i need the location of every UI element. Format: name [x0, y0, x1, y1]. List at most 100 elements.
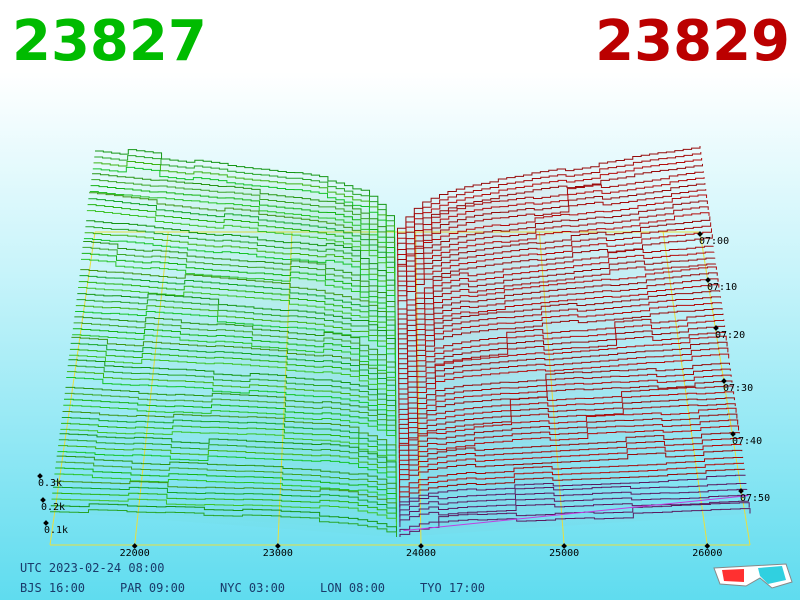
ask-layer [399, 438, 741, 478]
bid-layer [82, 246, 396, 320]
ask-layer [397, 157, 703, 246]
bid-layer [86, 210, 396, 291]
ask-layer [398, 425, 740, 468]
bid-layer [90, 185, 396, 266]
ask-layer [397, 183, 706, 266]
time-label: 07:10 [707, 282, 737, 293]
ask-layer [397, 290, 721, 355]
price-label: 26000 [692, 548, 722, 559]
ask-layer [398, 391, 735, 439]
bid-layer [63, 404, 397, 449]
zone-time: NYC 03:00 [220, 581, 285, 595]
ask-layer [397, 152, 702, 241]
bid-layer [88, 198, 396, 281]
bid-layer [68, 359, 397, 414]
floor-price-line [538, 231, 565, 546]
ask-layer [398, 353, 730, 409]
bid-layer [57, 451, 397, 488]
bid-layer [92, 173, 396, 256]
marker [721, 378, 727, 384]
ask-layer [397, 163, 703, 251]
bid-layer [91, 179, 396, 261]
zone-time: TYO 17:00 [420, 581, 485, 595]
ask-layer [399, 474, 746, 508]
price-label: 22000 [120, 548, 150, 559]
bid-layer [85, 226, 396, 301]
bid-layer [89, 192, 396, 276]
bid-layer [93, 160, 396, 246]
bid-layer [55, 461, 397, 498]
ask-layer [398, 296, 721, 360]
marker [131, 543, 138, 549]
bid-layer [80, 269, 396, 335]
depth-layers [50, 146, 751, 537]
ask-layer [398, 325, 726, 385]
ask-layer [397, 212, 710, 291]
ask-layer [397, 257, 716, 325]
ask-layer [398, 374, 732, 424]
ask-layer [399, 500, 749, 528]
bid-layer [61, 416, 397, 459]
marker [704, 543, 711, 549]
bid-layer [64, 398, 397, 444]
ask-layer [398, 413, 738, 459]
bid-layer [72, 328, 396, 385]
time-label: 07:50 [740, 493, 770, 504]
bid-layer [89, 191, 396, 271]
ask-layer [398, 362, 731, 414]
time-label: 07:00 [699, 236, 729, 247]
bid-price: 23827 [12, 9, 207, 74]
ask-layer [398, 403, 736, 449]
ask-layer [399, 494, 749, 523]
ask-layer [398, 385, 734, 434]
ask-layer [397, 272, 718, 340]
ask-layer [397, 234, 713, 311]
bid-layer [72, 334, 397, 389]
bid-layer [66, 377, 397, 429]
ask-layer [398, 380, 733, 429]
ask-layer [397, 278, 719, 345]
floor-price-line [134, 231, 169, 546]
marker [697, 231, 703, 237]
bid-layer [52, 492, 397, 523]
bid-layer [83, 238, 396, 311]
bid-layer [69, 348, 397, 404]
ask-layer [398, 302, 722, 365]
ask-layer [398, 407, 737, 454]
bid-layer [54, 473, 397, 508]
bid-layer [78, 281, 396, 345]
bid-layer [66, 371, 397, 424]
ask-layer [399, 456, 744, 493]
marker [275, 543, 281, 549]
marker [418, 543, 424, 549]
price-label: 24000 [406, 548, 436, 559]
time-label: 07:20 [715, 330, 745, 341]
ask-layer [397, 228, 712, 306]
ask-layer [398, 319, 725, 380]
bid-layer [92, 166, 396, 251]
zone-time: PAR 09:00 [120, 581, 185, 595]
ask-layer [397, 206, 709, 286]
bid-layer [50, 503, 397, 533]
bid-layer [80, 258, 396, 330]
time-label: 07:40 [732, 436, 762, 447]
bid-layer [87, 204, 396, 286]
ask-layer [398, 419, 739, 463]
ask-layer [399, 482, 747, 513]
bid-layer [73, 322, 396, 380]
ask-layer [398, 397, 735, 444]
ask-layer [397, 284, 720, 350]
utc-time: UTC 2023-02-24 08:00 [20, 561, 165, 575]
marker [561, 543, 567, 549]
bid-layer [65, 386, 397, 434]
ask-layer [398, 432, 740, 473]
bid-layer [79, 275, 396, 340]
marker [713, 325, 719, 331]
ask-layer [397, 266, 717, 335]
bid-layer [52, 486, 397, 518]
ask-layer [398, 335, 727, 394]
ask-layer [397, 146, 701, 236]
bid-layer [53, 480, 397, 513]
bid-layer [60, 428, 397, 468]
